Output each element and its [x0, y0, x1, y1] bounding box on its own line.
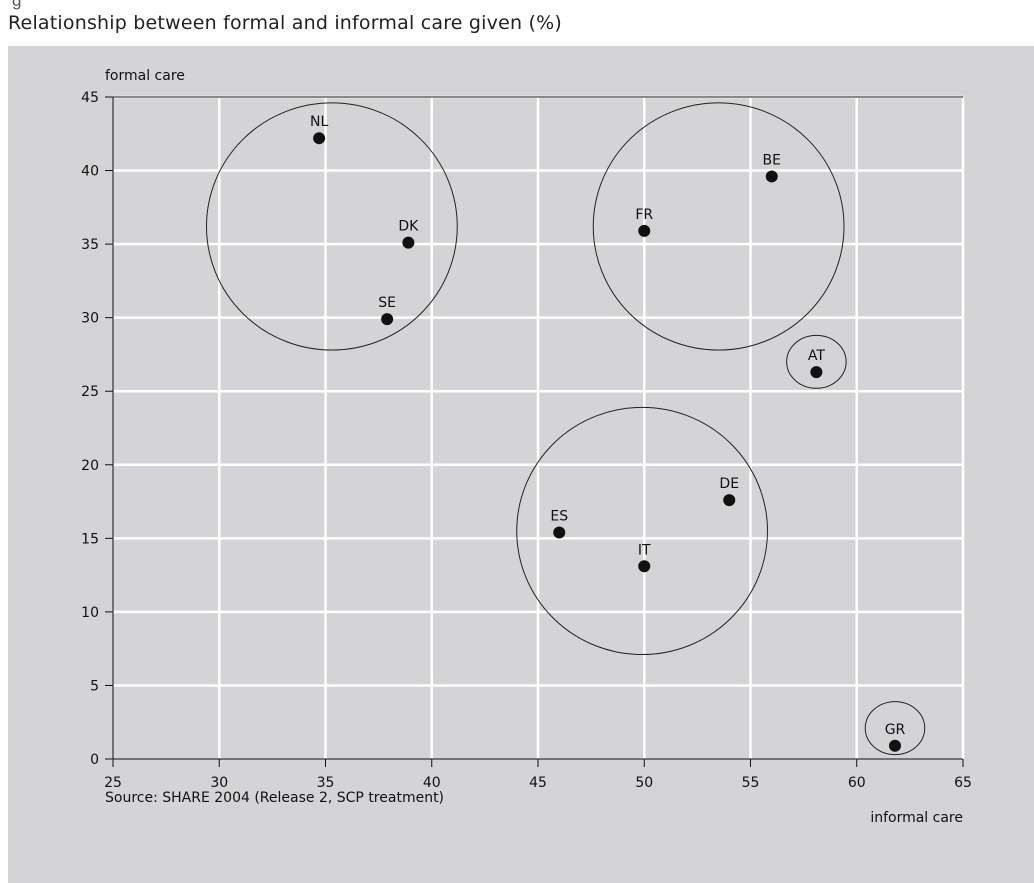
point-label-fr: FR: [635, 207, 653, 223]
point-label-gr: GR: [885, 722, 906, 738]
point-label-dk: DK: [398, 219, 419, 235]
x-tick-label: 30: [210, 775, 228, 791]
x-axis-label: informal care: [870, 810, 963, 826]
point-dk: [402, 236, 415, 249]
y-tick-label: 40: [81, 164, 99, 180]
cluster-circle: [516, 406, 768, 656]
point-label-it: IT: [638, 542, 651, 558]
y-tick-label: 20: [81, 458, 99, 474]
point-de: [723, 494, 736, 507]
y-tick-label: 35: [81, 237, 99, 253]
point-be: [765, 170, 778, 183]
scatter-chart: 25 30 35 40 45 50 55 60 65 0 5 10 15 20 25 30 35 40 45 NL…: [81, 68, 972, 826]
cluster-circle: [864, 701, 926, 756]
cluster-circle: [206, 102, 458, 351]
x-tick-labels: 25 30 35 40 45 50 55 60 65: [104, 775, 972, 791]
x-tick-label: 50: [635, 775, 653, 791]
y-tick-label: 15: [81, 531, 99, 547]
y-axis-label: formal care: [105, 68, 185, 84]
point-label-se: SE: [378, 295, 396, 311]
chart-panel: 25 30 35 40 45 50 55 60 65 0 5 10 15 20 25 30 35 40 45 NL…: [8, 46, 1034, 883]
y-tick-labels: 0 5 10 15 20 25 30 35 40 45: [81, 90, 99, 768]
x-tick-label: 25: [104, 775, 122, 791]
y-tick-label: 5: [90, 678, 99, 694]
y-tick-label: 30: [81, 311, 99, 327]
x-tick-label: 65: [954, 775, 972, 791]
cluster-circle: [592, 102, 845, 351]
chart-title: Relationship between formal and informal…: [8, 12, 562, 34]
point-se: [381, 313, 394, 326]
point-gr: [889, 739, 901, 752]
point-label-at: AT: [808, 348, 825, 364]
point-es: [553, 526, 566, 539]
y-tick-label: 45: [81, 90, 99, 106]
point-label-es: ES: [550, 508, 568, 524]
x-tick-label: 60: [848, 775, 866, 791]
point-fr: [638, 224, 651, 237]
point-it: [638, 560, 651, 573]
x-tick-label: 45: [529, 775, 547, 791]
x-tick-label: 55: [742, 775, 760, 791]
figure-label: g: [12, 0, 22, 10]
y-tick-label: 25: [81, 384, 99, 400]
point-at: [810, 366, 823, 379]
x-tick-label: 40: [423, 775, 441, 791]
x-tick-label: 35: [317, 775, 335, 791]
data-points: NL DK SE FR BE AT ES DE IT GR: [310, 114, 906, 752]
cluster-circle: [786, 334, 847, 389]
point-label-de: DE: [719, 476, 739, 492]
point-label-be: BE: [763, 152, 781, 168]
cluster-circles: [206, 102, 926, 756]
point-nl: [313, 132, 326, 145]
y-tick-label: 10: [81, 605, 99, 621]
axes: [105, 96, 964, 767]
source-note: Source: SHARE 2004 (Release 2, SCP treat…: [105, 790, 445, 806]
point-label-nl: NL: [310, 114, 328, 130]
grid-lines: [113, 95, 965, 759]
y-tick-label: 0: [90, 752, 99, 768]
